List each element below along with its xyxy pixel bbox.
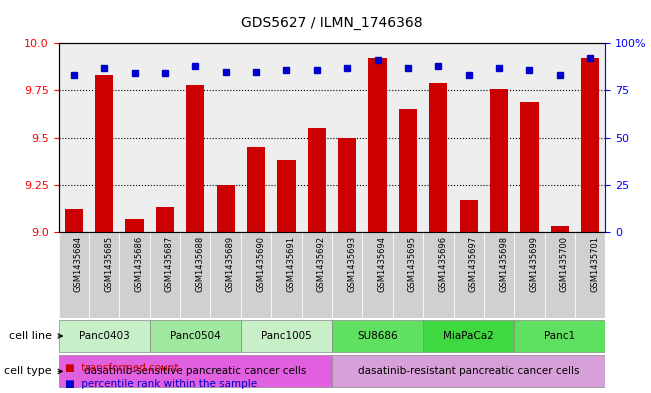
- Text: GSM1435689: GSM1435689: [226, 236, 234, 292]
- FancyBboxPatch shape: [332, 320, 423, 352]
- FancyBboxPatch shape: [575, 232, 605, 318]
- FancyBboxPatch shape: [150, 320, 241, 352]
- Text: GSM1435698: GSM1435698: [499, 236, 508, 292]
- Text: GDS5627 / ILMN_1746368: GDS5627 / ILMN_1746368: [242, 16, 422, 30]
- Text: GSM1435700: GSM1435700: [560, 236, 569, 292]
- Bar: [126, 219, 144, 232]
- Text: MiaPaCa2: MiaPaCa2: [443, 331, 494, 341]
- Bar: [551, 226, 569, 232]
- Text: cell type: cell type: [4, 366, 55, 376]
- FancyBboxPatch shape: [393, 232, 423, 318]
- Text: GSM1435688: GSM1435688: [195, 236, 204, 292]
- FancyBboxPatch shape: [301, 232, 332, 318]
- Text: GSM1435697: GSM1435697: [469, 236, 478, 292]
- FancyBboxPatch shape: [271, 232, 301, 318]
- FancyBboxPatch shape: [180, 232, 210, 318]
- Bar: [277, 160, 296, 232]
- Text: ■  percentile rank within the sample: ■ percentile rank within the sample: [65, 379, 257, 389]
- FancyBboxPatch shape: [332, 232, 363, 318]
- Bar: [308, 128, 326, 232]
- Text: GSM1435693: GSM1435693: [347, 236, 356, 292]
- Text: GSM1435701: GSM1435701: [590, 236, 599, 292]
- FancyBboxPatch shape: [119, 232, 150, 318]
- FancyBboxPatch shape: [241, 320, 332, 352]
- Bar: [429, 83, 447, 232]
- FancyBboxPatch shape: [210, 232, 241, 318]
- Text: Panc1005: Panc1005: [261, 331, 312, 341]
- Text: Panc0504: Panc0504: [170, 331, 221, 341]
- FancyBboxPatch shape: [150, 232, 180, 318]
- Text: cell line: cell line: [9, 331, 55, 341]
- FancyBboxPatch shape: [545, 232, 575, 318]
- FancyBboxPatch shape: [89, 232, 119, 318]
- FancyBboxPatch shape: [363, 232, 393, 318]
- FancyBboxPatch shape: [59, 355, 332, 387]
- Text: GSM1435685: GSM1435685: [104, 236, 113, 292]
- Bar: [156, 208, 174, 232]
- Bar: [581, 58, 600, 232]
- Text: GSM1435691: GSM1435691: [286, 236, 296, 292]
- Bar: [186, 85, 204, 232]
- Text: GSM1435695: GSM1435695: [408, 236, 417, 292]
- Text: Panc0403: Panc0403: [79, 331, 130, 341]
- Text: GSM1435686: GSM1435686: [135, 236, 143, 292]
- Text: GSM1435692: GSM1435692: [317, 236, 326, 292]
- FancyBboxPatch shape: [423, 232, 454, 318]
- Text: GSM1435687: GSM1435687: [165, 236, 174, 292]
- Text: GSM1435684: GSM1435684: [74, 236, 83, 292]
- Bar: [490, 88, 508, 232]
- FancyBboxPatch shape: [59, 320, 150, 352]
- Text: GSM1435690: GSM1435690: [256, 236, 265, 292]
- Text: Panc1: Panc1: [544, 331, 575, 341]
- FancyBboxPatch shape: [332, 355, 605, 387]
- Text: dasatinib-resistant pancreatic cancer cells: dasatinib-resistant pancreatic cancer ce…: [358, 366, 579, 376]
- Bar: [338, 138, 356, 232]
- FancyBboxPatch shape: [59, 232, 89, 318]
- FancyBboxPatch shape: [514, 320, 605, 352]
- Bar: [247, 147, 265, 232]
- Bar: [95, 75, 113, 232]
- Bar: [460, 200, 478, 232]
- FancyBboxPatch shape: [514, 232, 545, 318]
- Text: GSM1435696: GSM1435696: [438, 236, 447, 292]
- Text: GSM1435694: GSM1435694: [378, 236, 387, 292]
- FancyBboxPatch shape: [454, 232, 484, 318]
- Bar: [64, 209, 83, 232]
- Bar: [217, 185, 235, 232]
- Text: dasatinib-sensitive pancreatic cancer cells: dasatinib-sensitive pancreatic cancer ce…: [84, 366, 307, 376]
- FancyBboxPatch shape: [423, 320, 514, 352]
- Bar: [520, 102, 538, 232]
- Text: SU8686: SU8686: [357, 331, 398, 341]
- Text: ■  transformed count: ■ transformed count: [65, 364, 178, 373]
- Text: GSM1435699: GSM1435699: [529, 236, 538, 292]
- Bar: [368, 58, 387, 232]
- Bar: [399, 109, 417, 232]
- FancyBboxPatch shape: [484, 232, 514, 318]
- FancyBboxPatch shape: [241, 232, 271, 318]
